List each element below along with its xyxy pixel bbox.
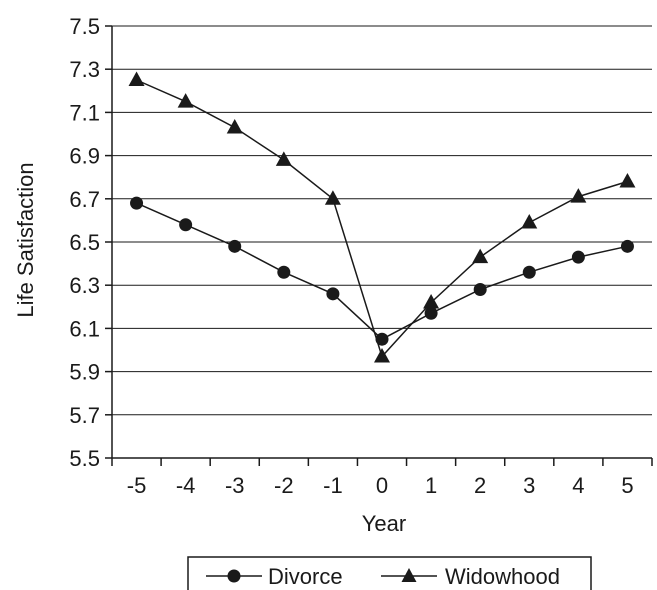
point-divorce: [522, 265, 536, 279]
y-tick-label: 5.7: [69, 403, 100, 428]
y-tick-label: 5.9: [69, 360, 100, 385]
y-tick-label: 6.7: [69, 187, 100, 212]
x-tick-labels: -5 -4 -3 -2 -1 0 1 2 3 4 5: [127, 473, 634, 498]
point-divorce: [473, 283, 487, 297]
series-lines: [136, 79, 628, 358]
point-widowhood: [619, 173, 636, 188]
point-widowhood: [472, 248, 489, 264]
y-tick-label: 7.3: [69, 57, 100, 82]
x-tick-label: 2: [474, 473, 486, 498]
point-widowhood: [521, 214, 538, 229]
x-tick-label: 5: [621, 473, 633, 498]
y-tick-labels: 5.5 5.7 5.9 6.1 6.3 6.5 6.7 6.9 7.1 7.3 7.5: [69, 14, 100, 471]
point-divorce: [424, 306, 438, 320]
x-tick-label: -2: [274, 473, 294, 498]
series-markers: [128, 71, 636, 363]
axes: [105, 25, 653, 466]
series-line-widowhood: [136, 79, 628, 358]
legend: Divorce Widowhood: [187, 556, 592, 590]
x-tick-label: 0: [376, 473, 388, 498]
y-tick-label: 6.5: [69, 230, 100, 255]
y-tick-label: 6.1: [69, 316, 100, 341]
x-axis-title: Year: [362, 511, 406, 536]
point-divorce: [620, 239, 634, 253]
legend-divorce-label: Divorce: [268, 564, 343, 589]
legend-widowhood-marker: [401, 568, 417, 582]
x-tick-label: 3: [523, 473, 535, 498]
point-widowhood: [423, 293, 440, 309]
y-tick-label: 6.9: [69, 144, 100, 169]
y-tick-label: 7.1: [69, 100, 100, 125]
point-widowhood: [128, 71, 145, 86]
point-widowhood: [374, 347, 390, 363]
gridlines: [112, 25, 652, 416]
point-widowhood: [570, 188, 587, 203]
point-divorce: [228, 239, 242, 253]
y-tick-label: 6.3: [69, 273, 100, 298]
point-widowhood: [226, 119, 243, 134]
point-widowhood: [275, 151, 292, 166]
x-tick-label: -3: [225, 473, 245, 498]
y-tick-label: 7.5: [69, 14, 100, 39]
series-line-divorce: [136, 202, 628, 341]
point-divorce: [277, 265, 291, 279]
x-tick-label: -4: [176, 473, 196, 498]
x-tick-label: -5: [127, 473, 147, 498]
point-divorce: [571, 250, 585, 264]
point-divorce: [326, 287, 340, 301]
legend-widowhood-label: Widowhood: [445, 564, 560, 589]
point-divorce: [179, 218, 193, 232]
point-divorce: [375, 332, 389, 346]
point-widowhood: [324, 190, 341, 205]
x-tick-label: 1: [425, 473, 437, 498]
y-axis-title: Life Satisfaction: [13, 162, 38, 317]
legend-box: [187, 556, 592, 590]
y-tick-label: 5.5: [69, 446, 100, 471]
point-divorce: [130, 196, 144, 210]
x-tick-label: 4: [572, 473, 584, 498]
x-tick-label: -1: [323, 473, 343, 498]
point-widowhood: [177, 93, 194, 108]
legend-divorce-marker: [227, 569, 241, 583]
